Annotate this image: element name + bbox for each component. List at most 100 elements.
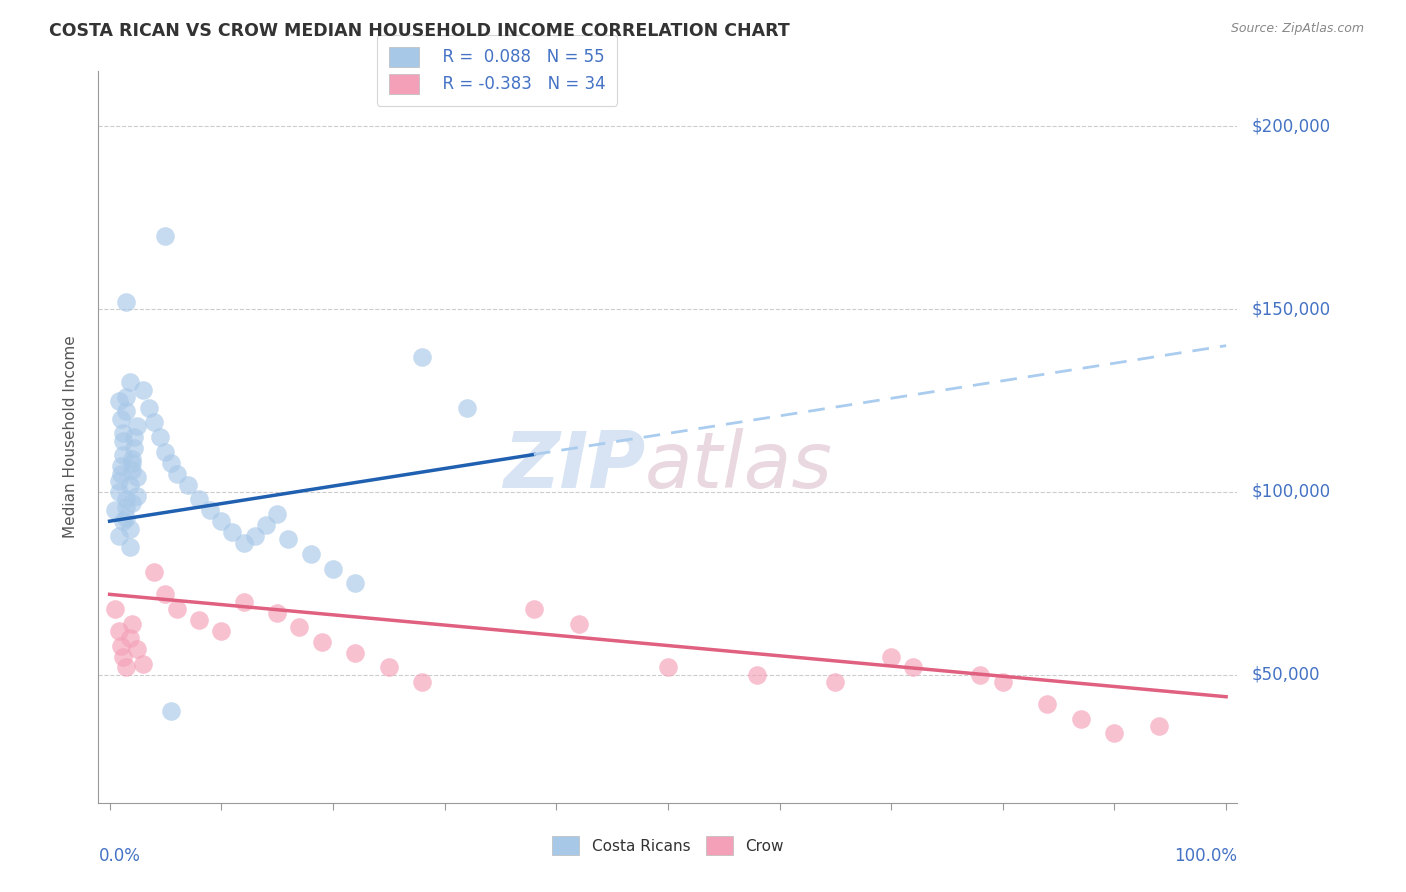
Point xyxy=(143,566,166,580)
Point xyxy=(118,632,141,646)
Point xyxy=(1070,712,1092,726)
Point xyxy=(160,456,183,470)
Text: $50,000: $50,000 xyxy=(1251,665,1320,684)
Text: 0.0%: 0.0% xyxy=(98,847,141,864)
Point xyxy=(187,492,209,507)
Point xyxy=(118,540,141,554)
Point xyxy=(118,521,141,535)
Point xyxy=(377,660,399,674)
Point xyxy=(155,228,177,243)
Text: COSTA RICAN VS CROW MEDIAN HOUSEHOLD INCOME CORRELATION CHART: COSTA RICAN VS CROW MEDIAN HOUSEHOLD INC… xyxy=(49,22,790,40)
Point xyxy=(111,514,134,528)
Point xyxy=(121,452,143,467)
Point xyxy=(122,430,145,444)
Point xyxy=(824,675,846,690)
Legend: Costa Ricans, Crow: Costa Ricans, Crow xyxy=(546,830,790,861)
Point xyxy=(1147,719,1170,733)
Point xyxy=(232,594,254,608)
Point xyxy=(115,500,138,514)
Point xyxy=(127,470,149,484)
Point xyxy=(107,624,129,638)
Point xyxy=(411,350,433,364)
Point xyxy=(969,667,991,681)
Point xyxy=(344,576,367,591)
Point xyxy=(198,503,221,517)
Point xyxy=(132,383,155,397)
Point xyxy=(266,606,288,620)
Point xyxy=(127,419,149,434)
Point xyxy=(115,510,138,524)
Point xyxy=(118,477,141,491)
Point xyxy=(107,393,129,408)
Point xyxy=(160,705,183,719)
Point xyxy=(277,533,299,547)
Point xyxy=(311,635,333,649)
Point xyxy=(115,660,138,674)
Point xyxy=(209,624,232,638)
Point xyxy=(110,467,132,481)
Point xyxy=(107,484,129,499)
Point xyxy=(107,474,129,488)
Point xyxy=(118,375,141,389)
Point xyxy=(747,667,769,681)
Point xyxy=(121,463,143,477)
Point xyxy=(657,660,679,674)
Y-axis label: Median Household Income: Median Household Income xyxy=(63,335,77,539)
Point xyxy=(110,459,132,474)
Point xyxy=(138,401,160,415)
Text: Source: ZipAtlas.com: Source: ZipAtlas.com xyxy=(1230,22,1364,36)
Point xyxy=(221,525,243,540)
Point xyxy=(107,529,129,543)
Point xyxy=(115,390,138,404)
Point xyxy=(143,416,166,430)
Point xyxy=(166,602,188,616)
Point xyxy=(104,602,127,616)
Point xyxy=(1104,726,1126,740)
Text: $100,000: $100,000 xyxy=(1251,483,1330,501)
Text: atlas: atlas xyxy=(645,428,832,504)
Point xyxy=(177,477,200,491)
Point xyxy=(111,434,134,448)
Point xyxy=(122,441,145,455)
Point xyxy=(111,448,134,462)
Point xyxy=(111,426,134,441)
Point xyxy=(166,467,188,481)
Point xyxy=(110,639,132,653)
Point xyxy=(115,404,138,418)
Point xyxy=(1036,697,1059,711)
Point xyxy=(991,675,1014,690)
Point xyxy=(243,529,266,543)
Text: $200,000: $200,000 xyxy=(1251,117,1330,136)
Point xyxy=(232,536,254,550)
Point xyxy=(254,517,277,532)
Point xyxy=(880,649,903,664)
Point xyxy=(115,492,138,507)
Text: ZIP: ZIP xyxy=(503,428,645,504)
Point xyxy=(209,514,232,528)
Point xyxy=(155,587,177,601)
Point xyxy=(121,616,143,631)
Point xyxy=(523,602,546,616)
Point xyxy=(288,620,311,634)
Point xyxy=(266,507,288,521)
Point xyxy=(132,657,155,671)
Point xyxy=(187,613,209,627)
Point xyxy=(111,649,134,664)
Point xyxy=(903,660,925,674)
Text: $150,000: $150,000 xyxy=(1251,300,1330,318)
Point xyxy=(121,496,143,510)
Point xyxy=(411,675,433,690)
Point xyxy=(104,503,127,517)
Point xyxy=(567,616,589,631)
Point xyxy=(149,430,172,444)
Point xyxy=(299,547,322,561)
Point xyxy=(344,646,367,660)
Point xyxy=(127,642,149,657)
Point xyxy=(121,456,143,470)
Point xyxy=(115,294,138,309)
Point xyxy=(110,411,132,425)
Point xyxy=(127,489,149,503)
Point xyxy=(456,401,478,415)
Point xyxy=(322,562,344,576)
Text: 100.0%: 100.0% xyxy=(1174,847,1237,864)
